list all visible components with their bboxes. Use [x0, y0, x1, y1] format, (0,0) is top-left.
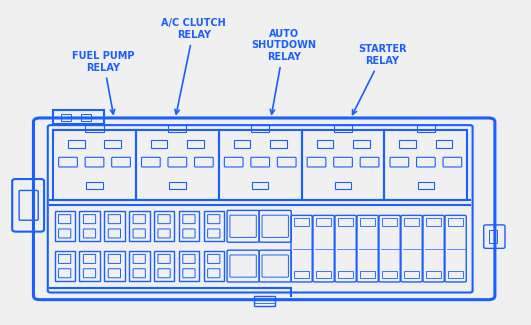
Bar: [86, 182, 103, 189]
Bar: [316, 271, 331, 279]
Bar: [382, 218, 397, 226]
Bar: [151, 140, 167, 148]
Bar: [417, 182, 434, 189]
Bar: [204, 251, 224, 281]
Bar: [426, 271, 441, 279]
Bar: [85, 125, 104, 132]
Bar: [61, 114, 71, 121]
Bar: [204, 211, 224, 241]
Bar: [399, 140, 416, 148]
Bar: [80, 211, 100, 241]
Bar: [384, 130, 467, 200]
Bar: [361, 271, 375, 279]
Bar: [154, 211, 174, 241]
Bar: [294, 218, 309, 226]
Bar: [338, 271, 353, 279]
Bar: [417, 125, 435, 132]
Bar: [436, 140, 452, 148]
Bar: [179, 211, 199, 241]
Text: A/C CLUTCH
RELAY: A/C CLUTCH RELAY: [161, 19, 226, 114]
Bar: [489, 230, 497, 243]
Bar: [154, 251, 174, 281]
Bar: [105, 140, 121, 148]
Bar: [316, 140, 333, 148]
Text: FUEL PUMP
RELAY: FUEL PUMP RELAY: [72, 51, 135, 114]
Bar: [405, 218, 419, 226]
Bar: [270, 140, 287, 148]
Bar: [294, 271, 309, 279]
Bar: [53, 110, 104, 124]
Bar: [252, 182, 269, 189]
Bar: [302, 130, 384, 200]
Bar: [334, 125, 352, 132]
Bar: [353, 140, 370, 148]
Bar: [219, 130, 302, 200]
Bar: [80, 251, 100, 281]
Bar: [55, 251, 75, 281]
Bar: [169, 182, 186, 189]
Bar: [234, 140, 250, 148]
Bar: [405, 271, 419, 279]
Bar: [104, 251, 125, 281]
Bar: [81, 114, 91, 121]
Bar: [129, 251, 150, 281]
Bar: [129, 211, 150, 241]
Bar: [187, 140, 204, 148]
Bar: [448, 271, 463, 279]
Bar: [338, 218, 353, 226]
Bar: [426, 218, 441, 226]
Bar: [253, 296, 275, 306]
Text: AUTO
SHUTDOWN
RELAY: AUTO SHUTDOWN RELAY: [252, 29, 316, 114]
Bar: [179, 251, 199, 281]
Text: STARTER
RELAY: STARTER RELAY: [353, 45, 407, 114]
Bar: [168, 125, 186, 132]
Bar: [68, 140, 84, 148]
Bar: [361, 218, 375, 226]
Bar: [136, 130, 219, 200]
Bar: [251, 125, 269, 132]
Bar: [104, 211, 125, 241]
Bar: [55, 211, 75, 241]
Bar: [53, 130, 136, 200]
Bar: [382, 271, 397, 279]
Bar: [448, 218, 463, 226]
Bar: [335, 182, 352, 189]
Bar: [316, 218, 331, 226]
